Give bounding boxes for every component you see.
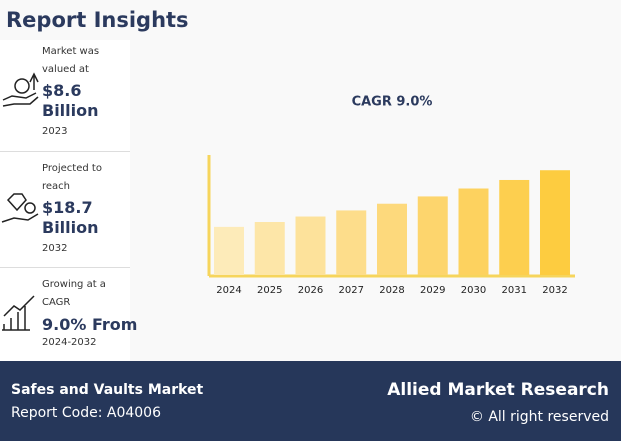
- report-code: Report Code: A04006: [11, 405, 161, 421]
- coin-icon: [24, 202, 36, 214]
- hand-icon: [2, 92, 39, 107]
- bar: [540, 170, 570, 275]
- bar: [499, 179, 530, 275]
- hand-icon: [1, 213, 39, 223]
- separator: [0, 151, 130, 152]
- coin-icon: [14, 78, 30, 94]
- insight-year: 2024-2032: [42, 337, 97, 348]
- bar: [214, 226, 244, 275]
- bar: [377, 203, 407, 275]
- x-tick-label: 2025: [257, 285, 282, 296]
- chart: CAGR 9.0% 2024 2025 2026 2027 2028 2029 2030 20…: [207, 95, 575, 296]
- bar: [458, 188, 489, 275]
- x-tick-label: 2028: [379, 285, 404, 296]
- x-tick-label: 2029: [420, 285, 445, 296]
- separator: [0, 267, 130, 268]
- chart-title: CAGR 9.0%: [352, 95, 433, 110]
- arrow-icon: [29, 72, 39, 90]
- bar: [295, 216, 326, 275]
- insight-text: Growing at a CAGR: [42, 279, 106, 308]
- insight-value: $8.6 Billion: [42, 81, 99, 120]
- x-tick-label: 2026: [298, 285, 323, 296]
- icons: [1, 72, 39, 331]
- page-title: Report Insights: [6, 8, 189, 32]
- x-tick-label: 2031: [502, 285, 527, 296]
- x-tick-label: 2032: [542, 285, 567, 296]
- x-tick-label: 2027: [339, 285, 364, 296]
- bar: [336, 210, 367, 275]
- insight-year: 2023: [42, 126, 68, 137]
- insight-text: Projected to reach: [42, 163, 102, 192]
- brand: Allied Market Research: [387, 380, 609, 400]
- rights: © All right reserved: [469, 409, 609, 425]
- growth-icon: [2, 295, 35, 331]
- bar: [254, 222, 285, 275]
- insight-year: 2032: [42, 243, 68, 254]
- footer: Safes and Vaults Market Report Code: A04…: [0, 361, 621, 441]
- market-name: Safes and Vaults Market: [11, 382, 204, 398]
- bar: [417, 196, 448, 275]
- insight-text: Market was valued at: [42, 46, 100, 75]
- x-tick-label: 2030: [461, 285, 486, 296]
- diamond-icon: [6, 193, 27, 212]
- insight-value: $18.7 Billion: [42, 198, 99, 237]
- x-tick-label: 2024: [216, 285, 241, 296]
- insight-value: 9.0% From: [42, 315, 138, 334]
